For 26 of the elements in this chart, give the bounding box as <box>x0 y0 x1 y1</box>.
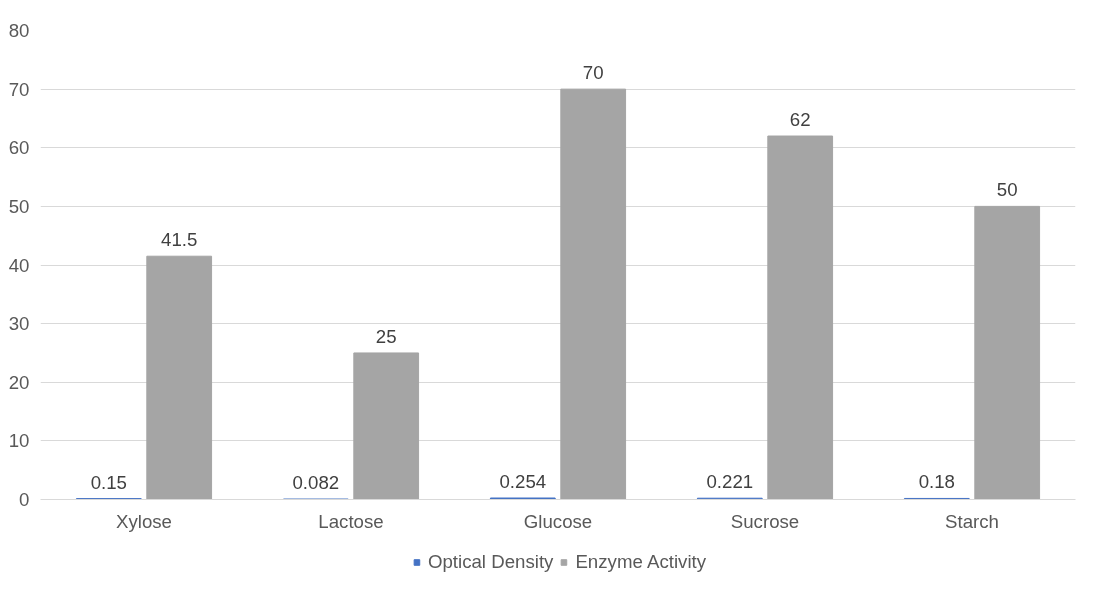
data-label: 0.18 <box>918 471 955 493</box>
x-tick-label: Lactose <box>318 510 384 532</box>
x-tick-label: Sucrose <box>730 510 800 532</box>
y-tick-label: 0 <box>19 489 30 510</box>
data-label: 62 <box>789 109 811 131</box>
legend-label: Enzyme Activity <box>575 551 707 573</box>
data-label: 0.254 <box>499 471 547 493</box>
y-tick-label: 40 <box>8 254 30 276</box>
y-tick-label: 20 <box>8 371 30 393</box>
y-tick-label: 70 <box>8 78 30 100</box>
data-label: 41.5 <box>161 229 198 251</box>
y-tick-label: 50 <box>8 195 30 217</box>
y-tick-label: 10 <box>8 430 30 452</box>
x-tick-label: Xylose <box>116 510 172 532</box>
data-label: 0.15 <box>90 471 127 493</box>
data-label: 0.221 <box>706 471 754 493</box>
y-tick-label: 60 <box>8 137 30 159</box>
data-label: 0.082 <box>292 472 340 494</box>
x-tick-label: Starch <box>945 510 999 532</box>
data-label: 50 <box>996 179 1018 201</box>
x-tick-label: Glucose <box>523 510 593 532</box>
y-tick-label: 30 <box>8 313 30 335</box>
data-label: 25 <box>375 325 397 347</box>
y-tick-label: 80 <box>8 20 30 41</box>
data-label: 70 <box>582 62 604 84</box>
legend-label: Optical Density <box>427 551 554 573</box>
